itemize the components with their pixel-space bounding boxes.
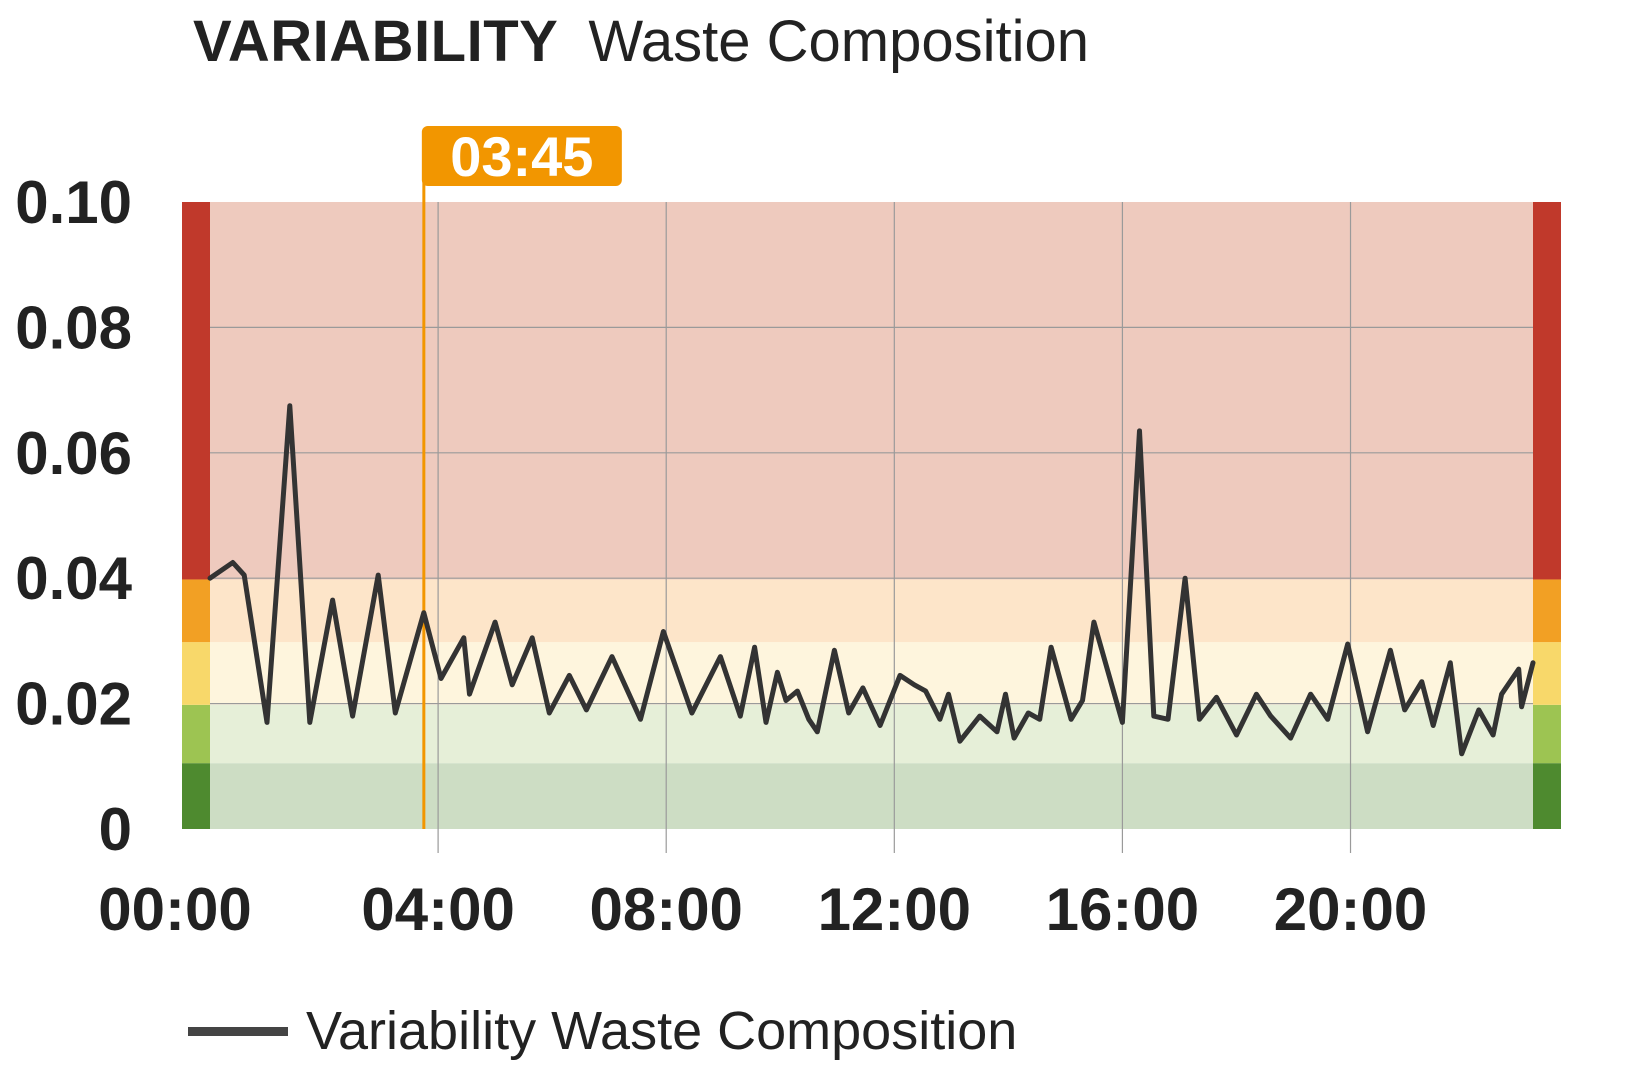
chart-title: VARIABILITY [193, 9, 559, 74]
band-edge-right-4 [1533, 202, 1561, 580]
time-marker-label: 03:45 [450, 125, 593, 188]
band-4 [210, 202, 1533, 580]
x-tick-label-4: 16:00 [1046, 876, 1199, 943]
band-edge-right-0 [1533, 763, 1561, 829]
time-marker[interactable]: 03:45 [421, 125, 622, 829]
y-axis-ticks: 0 0.02 0.04 0.06 0.08 0.10 [15, 169, 132, 863]
chart-subtitle: Waste Composition [588, 9, 1090, 74]
y-tick-label-5: 0.10 [15, 169, 132, 236]
legend: Variability Waste Composition [188, 1000, 1017, 1070]
time-marker-badge[interactable] [421, 126, 622, 186]
x-axis-ticks: 00:00 04:00 08:00 12:00 16:00 20:00 [98, 876, 1427, 943]
y-tick-label-2: 0.04 [15, 545, 132, 612]
line-chart: 0 0.02 0.04 0.06 0.08 0.10 00:00 04:00 08:00 12:… [15, 125, 1561, 943]
band-1 [210, 704, 1533, 764]
x-tick-label-1: 04:00 [361, 876, 514, 943]
band-edge-left-2 [182, 642, 210, 705]
data-series [207, 403, 1536, 757]
band-edge-left-0 [182, 763, 210, 829]
threshold-edge-bars [182, 202, 1561, 829]
band-edge-right-2 [1533, 642, 1561, 705]
legend-line-swatch [188, 1026, 288, 1036]
series-line-0 [207, 403, 1536, 757]
chart-title-row: VARIABILITY Waste Composition [193, 8, 1089, 88]
x-tick-label-0: 00:00 [98, 876, 251, 943]
y-tick-label-4: 0.08 [15, 294, 132, 361]
y-tick-label-1: 0.02 [15, 671, 132, 738]
y-tick-label-3: 0.06 [15, 420, 132, 487]
band-edge-left-1 [182, 704, 210, 764]
band-edge-right-3 [1533, 579, 1561, 643]
legend-label: Variability Waste Composition [306, 1001, 1018, 1061]
band-edge-right-1 [1533, 704, 1561, 764]
x-tick-label-2: 08:00 [589, 876, 742, 943]
band-edge-left-4 [182, 202, 210, 580]
y-tick-label-0: 0 [99, 796, 132, 863]
x-tick-label-3: 12:00 [818, 876, 971, 943]
band-3 [210, 579, 1533, 643]
band-0 [210, 763, 1533, 829]
band-edge-left-3 [182, 579, 210, 643]
x-tick-label-5: 20:00 [1274, 876, 1427, 943]
threshold-bands [210, 202, 1533, 829]
grid-lines [210, 202, 1533, 853]
